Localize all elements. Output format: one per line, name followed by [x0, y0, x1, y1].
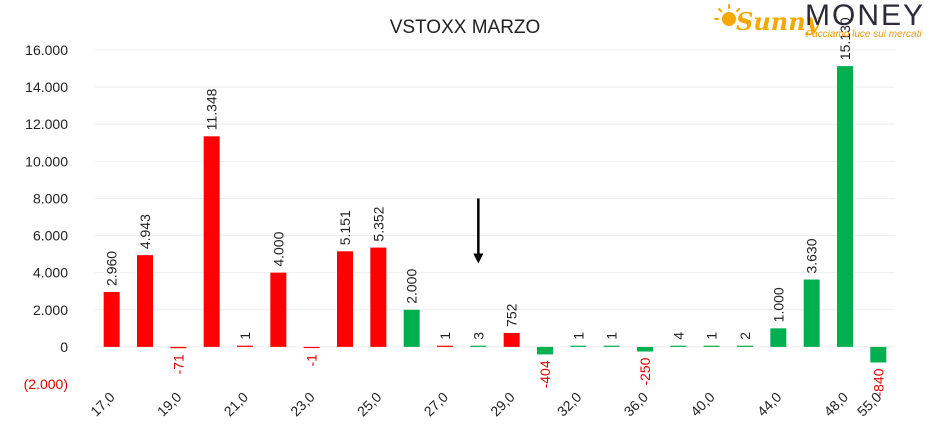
chart-title: VSTOXX MARZO [390, 17, 541, 38]
y-tick-label: (2.000) [24, 376, 68, 392]
bar [203, 136, 220, 347]
y-tick-label: 16.000 [25, 42, 68, 58]
x-tick-label: 36,0 [621, 389, 652, 420]
x-tick-label: 27,0 [421, 389, 452, 420]
arrow-annotation [473, 198, 484, 264]
logo-tagline: Facciamo luce sui mercati [806, 29, 922, 40]
data-label: 4.943 [137, 214, 153, 249]
x-tick-label: 23,0 [287, 389, 318, 420]
x-tick-label: 25,0 [354, 389, 385, 420]
data-label: -404 [537, 360, 553, 388]
data-label: 1 [570, 332, 586, 340]
bar [770, 328, 787, 347]
data-label: 1 [604, 332, 620, 340]
data-label: 3.630 [804, 238, 820, 273]
y-tick-label: 10.000 [25, 153, 68, 169]
data-label: -71 [170, 354, 186, 374]
bar [270, 272, 287, 347]
data-label: 1.000 [770, 287, 786, 322]
x-axis-ticks: 17,0 19,0 21,0 23,0 25,0 27,0 29,0 32,0 36,0 40,0… [87, 389, 884, 420]
x-tick-label: 44,0 [754, 389, 785, 420]
annotations [473, 198, 484, 264]
y-tick-label: 0 [60, 339, 68, 355]
data-label: 5.352 [370, 206, 386, 241]
bar [703, 345, 720, 347]
data-label: 15.130 [837, 17, 853, 60]
bar [737, 345, 753, 347]
bar [303, 346, 320, 349]
bar [470, 345, 487, 347]
bar [503, 332, 520, 347]
bar [237, 345, 253, 347]
y-tick-label: 6.000 [33, 228, 68, 244]
data-label: 4.000 [270, 231, 286, 266]
data-labels: 2.960 4.943 -71 11.348 1 4.000 -1 5.151 5.352 2.0… [104, 17, 887, 396]
bar [870, 346, 887, 363]
bar [437, 345, 453, 347]
data-label: 2 [737, 332, 753, 340]
data-label: 5.151 [337, 210, 353, 245]
x-tick-label: 48,0 [821, 389, 852, 420]
x-tick-label: 21,0 [221, 389, 252, 420]
y-tick-label: 8.000 [33, 190, 68, 206]
data-label: 1 [704, 332, 720, 340]
sunny-money-logo: Sunny MONEY Facciamo luce sui mercati [714, 0, 925, 40]
data-label: 4 [670, 332, 686, 340]
bar [370, 247, 387, 347]
bar [837, 66, 853, 347]
sun-icon [714, 4, 740, 26]
bar [103, 291, 120, 347]
data-label: 11.348 [204, 88, 220, 130]
bar [137, 255, 153, 347]
bar [603, 345, 620, 347]
data-label: -1 [304, 354, 320, 367]
data-label: 752 [504, 303, 520, 327]
y-tick-label: 14.000 [25, 79, 68, 95]
y-tick-label: 12.000 [25, 116, 68, 132]
bar [337, 251, 353, 347]
data-label: 2.960 [104, 251, 120, 286]
data-label: 1 [437, 332, 453, 340]
bar [170, 346, 187, 349]
x-tick-label: 32,0 [554, 389, 585, 420]
y-axis-ticks: 16.000 14.000 12.000 10.000 8.000 6.000 4.000 2… [24, 42, 69, 392]
data-label: 3 [470, 332, 486, 340]
x-tick-label: 40,0 [687, 389, 718, 420]
data-label: 2.000 [404, 269, 420, 304]
bars [103, 66, 887, 363]
y-tick-label: 4.000 [33, 265, 68, 281]
bar [403, 309, 420, 347]
gridlines [95, 49, 895, 348]
y-tick-label: 2.000 [33, 302, 68, 318]
data-label: 1 [237, 332, 253, 340]
bar [803, 279, 820, 347]
x-tick-label: 17,0 [87, 389, 118, 420]
bar [537, 346, 553, 355]
data-label: -840 [870, 368, 886, 396]
logo-script: Sunny [736, 7, 822, 36]
bar [570, 345, 587, 347]
bar [670, 345, 687, 347]
logo-word: MONEY [805, 0, 925, 32]
x-tick-label: 19,0 [154, 389, 185, 420]
data-label: -250 [637, 357, 653, 385]
bar [637, 346, 653, 352]
x-tick-label: 29,0 [487, 389, 518, 420]
